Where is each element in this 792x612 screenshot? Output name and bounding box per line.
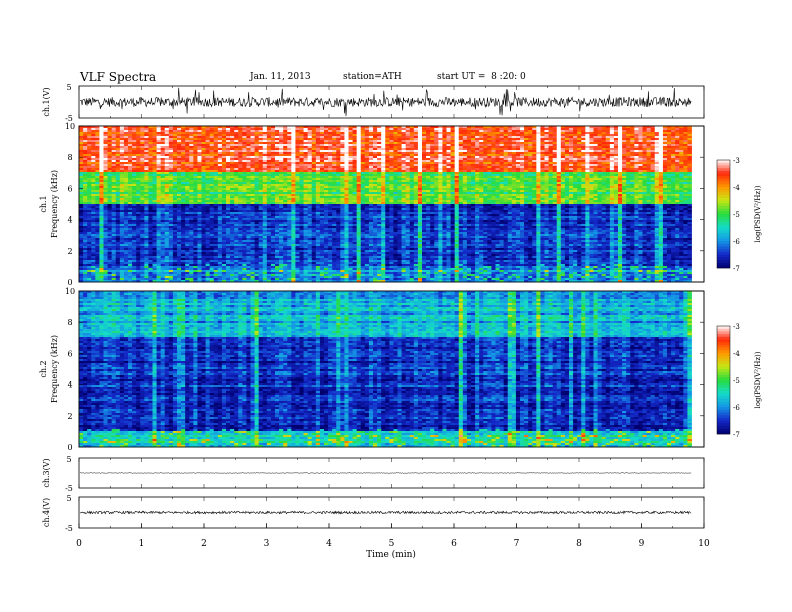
ch4-waveform-ytick-top: 5 bbox=[66, 494, 71, 503]
ch1-waveform-ylabel: ch.1(V) bbox=[42, 87, 51, 116]
ch3-waveform-ytick-bottom: -5 bbox=[65, 484, 73, 493]
ch4-waveform-ylabel: ch.4(V) bbox=[42, 498, 51, 527]
ch3-waveform-ylabel: ch.3(V) bbox=[42, 458, 51, 487]
ch1-waveform-ytick-top: 5 bbox=[66, 83, 71, 92]
ch1-waveform bbox=[80, 88, 691, 116]
ch3-waveform bbox=[80, 473, 691, 474]
ch3-waveform-ytick-top: 5 bbox=[66, 455, 71, 464]
ch1-spectrogram bbox=[79, 126, 692, 282]
ch4-waveform bbox=[80, 511, 691, 513]
ch4-waveform-ytick-bottom: -5 bbox=[65, 524, 73, 533]
vlf-figure: 5-5ch.1(V)5-5ch.3(V)5-5ch.4(V)0246810ch.… bbox=[0, 0, 792, 612]
